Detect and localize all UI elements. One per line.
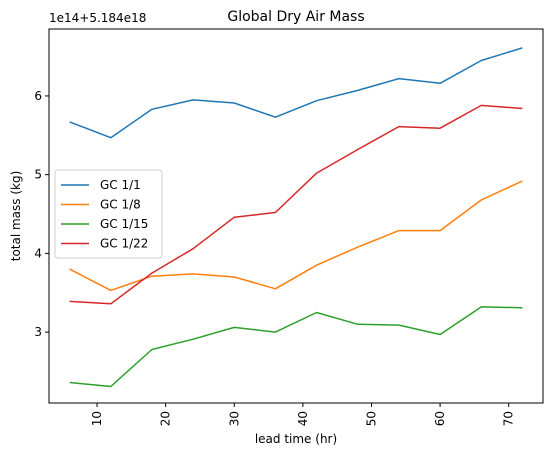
y-tick-label: 6 (34, 89, 42, 103)
series-lines (69, 47, 523, 388)
legend-label: GC 1/15 (100, 217, 148, 231)
chart-title: Global Dry Air Mass (227, 9, 364, 25)
legend-label: GC 1/22 (100, 237, 148, 251)
legend-label: GC 1/1 (100, 178, 141, 192)
x-axis-label: lead time (hr) (255, 432, 337, 446)
legend-box (54, 169, 163, 259)
axis-ticks: 10 20 30 40 50 60 70 3 4 5 6 (34, 89, 515, 426)
x-tick-label: 40 (296, 411, 310, 426)
x-tick-label: 60 (433, 411, 447, 426)
y-axis-label: total mass (kg) (9, 171, 23, 262)
x-tick-label: 70 (502, 411, 516, 426)
series-line-3 (69, 306, 523, 388)
series-line-4 (69, 104, 523, 305)
y-tick-label: 3 (34, 325, 42, 339)
y-offset-label: 1e14+5.184e18 (49, 11, 146, 25)
series-line-1 (69, 47, 523, 139)
legend-label: GC 1/8 (100, 198, 141, 212)
y-tick-label: 5 (34, 168, 42, 182)
x-tick-label: 30 (227, 411, 241, 426)
y-tick-label: 4 (34, 246, 42, 260)
x-tick-label: 10 (90, 411, 104, 426)
plot-frame (48, 28, 544, 404)
x-tick-label: 50 (364, 411, 378, 426)
x-tick-label: 20 (159, 411, 173, 426)
legend: GC 1/1 GC 1/8 GC 1/15 GC 1/22 (54, 169, 163, 259)
